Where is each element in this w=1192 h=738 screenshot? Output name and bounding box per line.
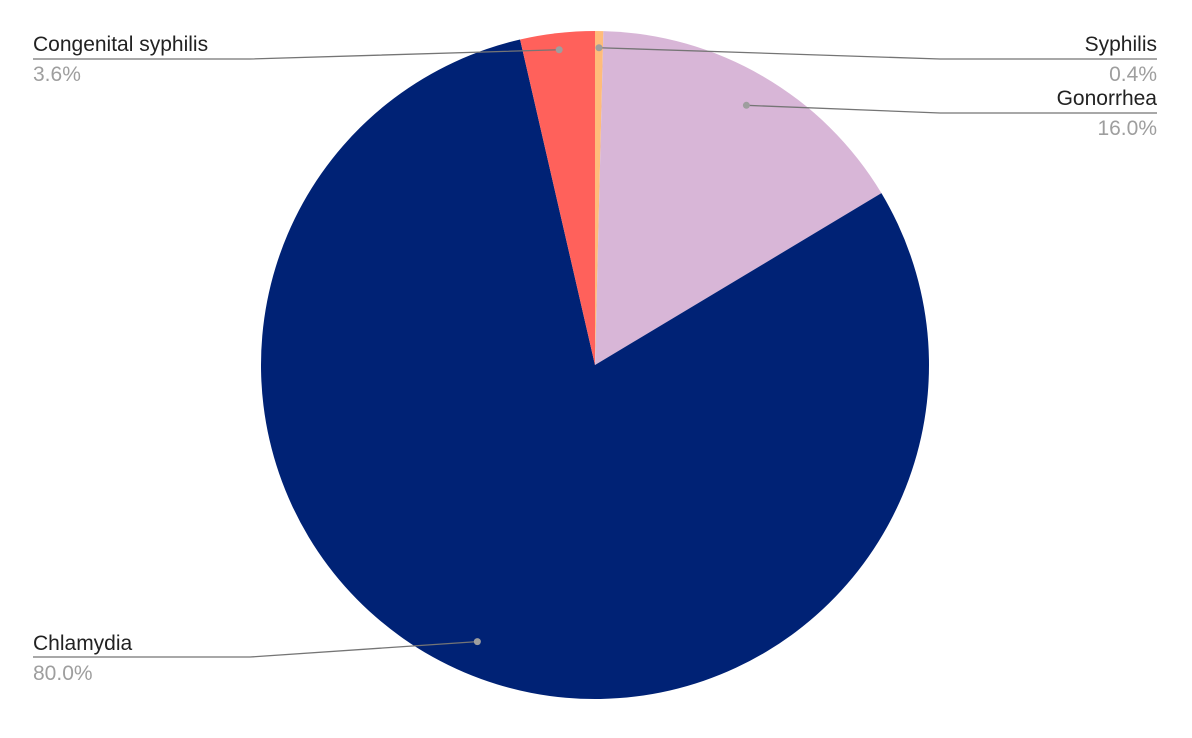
slice-percent-congenital-syphilis: 3.6%	[33, 63, 81, 86]
leader-lines	[33, 44, 1157, 658]
leader-line-congenital-syphilis	[33, 49, 560, 60]
slice-label-congenital-syphilis: Congenital syphilis	[33, 33, 208, 56]
pie-slice-chlamydia	[261, 39, 930, 699]
slice-percent-chlamydia: 80.0%	[33, 662, 93, 685]
leader-line-syphilis	[598, 47, 1157, 60]
leader-dot-chlamydia	[473, 638, 481, 646]
leader-line-gonorrhea	[746, 104, 1157, 114]
pie-slice-syphilis	[595, 31, 604, 365]
slice-percent-gonorrhea: 16.0%	[1097, 117, 1157, 140]
data-labels: Syphilis 0.4%Gonorrhea 16.0% Chlamydia 80.0%…	[33, 33, 1157, 685]
pie-slice-congenital-syphilis	[520, 31, 595, 365]
leader-dot-congenital-syphilis	[555, 46, 563, 54]
pie-slice-gonorrhea	[595, 31, 882, 366]
slice-label-syphilis: Syphilis	[1085, 33, 1157, 56]
slice-label-chlamydia: Chlamydia	[33, 632, 133, 655]
slice-percent-syphilis: 0.4%	[1109, 63, 1157, 86]
leader-dot-syphilis	[595, 44, 603, 52]
leader-dot-gonorrhea	[742, 101, 750, 109]
slice-label-gonorrhea: Gonorrhea	[1057, 87, 1158, 110]
leader-line-chlamydia	[33, 640, 478, 658]
pie-slices	[261, 31, 930, 699]
